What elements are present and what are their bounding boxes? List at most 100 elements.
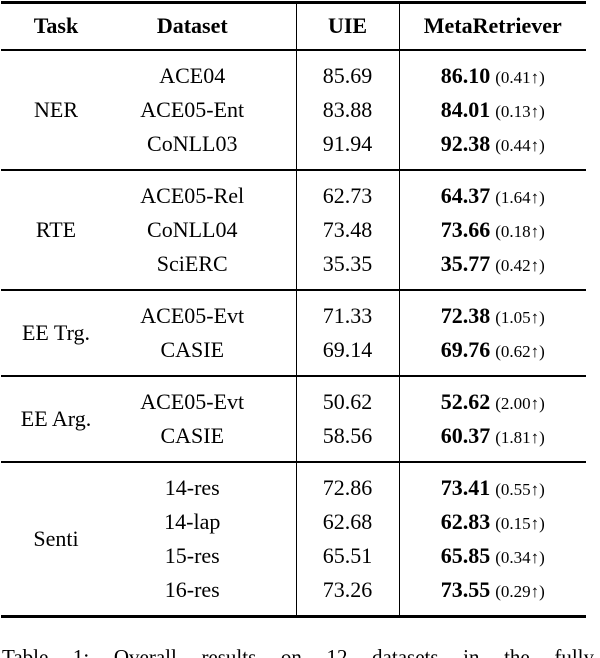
task-cell: EE Arg. — [1, 375, 111, 462]
improvement-delta: (0.34↑) — [495, 547, 545, 567]
metaretriever-value: 60.37 — [440, 422, 491, 448]
table-row: ACE05-Ent 83.88 84.01 (0.13↑) — [1, 93, 586, 127]
header-dataset: Dataset — [111, 1, 296, 51]
uie-value: 73.26 — [295, 573, 399, 617]
task-group-ner: NER ACE04 85.69 86.10 (0.41↑) ACE05-Ent 8… — [1, 49, 586, 170]
uie-value: 71.33 — [295, 289, 399, 333]
table-row: 16-res 73.26 73.55 (0.29↑) — [1, 573, 586, 617]
meta-cell: 86.10 (0.41↑) — [398, 49, 586, 93]
table-row: CoNLL03 91.94 92.38 (0.44↑) — [1, 127, 586, 170]
table-row: SciERC 35.35 35.77 (0.42↑) — [1, 247, 586, 290]
metaretriever-value: 92.38 — [440, 130, 491, 156]
task-group-rte: RTE ACE05-Rel 62.73 64.37 (1.64↑) CoNLL04… — [1, 169, 586, 290]
metaretriever-value: 72.38 — [440, 302, 491, 328]
uie-value: 65.51 — [295, 539, 399, 573]
meta-cell: 60.37 (1.81↑) — [398, 419, 586, 462]
uie-value: 35.35 — [295, 247, 399, 290]
improvement-delta: (0.29↑) — [495, 581, 545, 601]
meta-cell: 84.01 (0.13↑) — [398, 93, 586, 127]
dataset-cell: 15-res — [164, 542, 220, 568]
metaretriever-value: 64.37 — [440, 182, 491, 208]
metaretriever-value: 73.66 — [440, 216, 491, 242]
uie-value: 73.48 — [295, 213, 399, 247]
metaretriever-value: 86.10 — [440, 62, 491, 88]
metaretriever-value: 35.77 — [440, 250, 491, 276]
uie-value: 62.68 — [295, 505, 399, 539]
table-row: CASIE 58.56 60.37 (1.81↑) — [1, 419, 586, 462]
meta-cell: 73.66 (0.18↑) — [398, 213, 586, 247]
dataset-cell: CoNLL03 — [147, 130, 238, 156]
metaretriever-value: 84.01 — [440, 96, 491, 122]
task-group-senti: Senti 14-res 72.86 73.41 (0.55↑) 14-lap 6… — [1, 461, 586, 617]
improvement-delta: (0.41↑) — [495, 67, 545, 87]
improvement-delta: (2.00↑) — [495, 393, 545, 413]
task-cell: EE Trg. — [1, 289, 111, 376]
table-row: EE Trg. ACE05-Evt 71.33 72.38 (1.05↑) — [1, 289, 586, 376]
metaretriever-value: 73.41 — [440, 474, 491, 500]
header-task: Task — [1, 1, 111, 51]
meta-cell: 52.62 (2.00↑) — [398, 375, 586, 419]
table-row: CoNLL04 73.48 73.66 (0.18↑) — [1, 213, 586, 247]
improvement-delta: (1.05↑) — [495, 307, 545, 327]
uie-value: 72.86 — [295, 461, 399, 505]
uie-value: 62.73 — [295, 169, 399, 213]
meta-cell: 73.41 (0.55↑) — [398, 461, 586, 505]
meta-cell: 69.76 (0.62↑) — [398, 333, 586, 376]
task-group-ee-trg: EE Trg. ACE05-Evt 71.33 72.38 (1.05↑) CAS… — [1, 289, 586, 376]
dataset-cell: ACE05-Evt — [111, 289, 296, 333]
table-row: 15-res 65.51 65.85 (0.34↑) — [1, 539, 586, 573]
improvement-delta: (0.55↑) — [495, 479, 545, 499]
meta-cell: 72.38 (1.05↑) — [398, 289, 586, 333]
dataset-cell: CASIE — [160, 422, 225, 448]
task-group-ee-arg: EE Arg. ACE05-Evt 50.62 52.62 (2.00↑) CAS… — [1, 375, 586, 462]
header-uie: UIE — [295, 1, 399, 51]
dataset-cell: ACE05-Ent — [140, 96, 245, 122]
meta-cell: 64.37 (1.64↑) — [398, 169, 586, 213]
improvement-delta: (0.44↑) — [495, 135, 545, 155]
meta-cell: 65.85 (0.34↑) — [398, 539, 586, 573]
uie-value: 83.88 — [295, 93, 399, 127]
uie-value: 85.69 — [295, 49, 399, 93]
improvement-delta: (0.15↑) — [495, 513, 545, 533]
meta-cell: 92.38 (0.44↑) — [398, 127, 586, 170]
dataset-cell: CoNLL04 — [147, 216, 238, 242]
table-row: 14-lap 62.68 62.83 (0.15↑) — [1, 505, 586, 539]
metaretriever-value: 52.62 — [440, 388, 491, 414]
meta-cell: 73.55 (0.29↑) — [398, 573, 586, 617]
task-cell: Senti — [1, 461, 111, 617]
dataset-cell: ACE04 — [111, 49, 296, 93]
dataset-cell: 14-res — [111, 461, 296, 505]
table-row: CASIE 69.14 69.76 (0.62↑) — [1, 333, 586, 376]
table-caption: Table 1: Overall results on 12 datasets … — [2, 645, 594, 658]
dataset-cell: 16-res — [164, 576, 220, 602]
improvement-delta: (0.42↑) — [495, 255, 545, 275]
table-row: RTE ACE05-Rel 62.73 64.37 (1.64↑) — [1, 169, 586, 290]
header-metaretriever: MetaRetriever — [398, 1, 586, 51]
uie-value: 91.94 — [295, 127, 399, 170]
table-row: NER ACE04 85.69 86.10 (0.41↑) — [1, 49, 586, 170]
uie-value: 69.14 — [295, 333, 399, 376]
uie-value: 50.62 — [295, 375, 399, 419]
meta-cell: 62.83 (0.15↑) — [398, 505, 586, 539]
improvement-delta: (0.18↑) — [495, 221, 545, 241]
improvement-delta: (0.62↑) — [495, 341, 545, 361]
dataset-cell: ACE05-Rel — [111, 169, 296, 213]
improvement-delta: (1.64↑) — [495, 187, 545, 207]
table-row: Senti 14-res 72.86 73.41 (0.55↑) — [1, 461, 586, 617]
meta-cell: 35.77 (0.42↑) — [398, 247, 586, 290]
table-header: Task Dataset UIE MetaRetriever — [1, 1, 586, 51]
metaretriever-value: 73.55 — [440, 576, 491, 602]
improvement-delta: (0.13↑) — [495, 101, 545, 121]
dataset-cell: 14-lap — [164, 508, 221, 534]
task-cell: NER — [1, 49, 111, 170]
metaretriever-value: 65.85 — [440, 542, 491, 568]
task-cell: RTE — [1, 169, 111, 290]
metaretriever-value: 69.76 — [440, 336, 491, 362]
uie-value: 58.56 — [295, 419, 399, 462]
dataset-cell: SciERC — [156, 250, 228, 276]
table-row: EE Arg. ACE05-Evt 50.62 52.62 (2.00↑) — [1, 375, 586, 462]
dataset-cell: CASIE — [160, 336, 225, 362]
results-table: Task Dataset UIE MetaRetriever NER ACE04… — [1, 1, 586, 618]
dataset-cell: ACE05-Evt — [111, 375, 296, 419]
